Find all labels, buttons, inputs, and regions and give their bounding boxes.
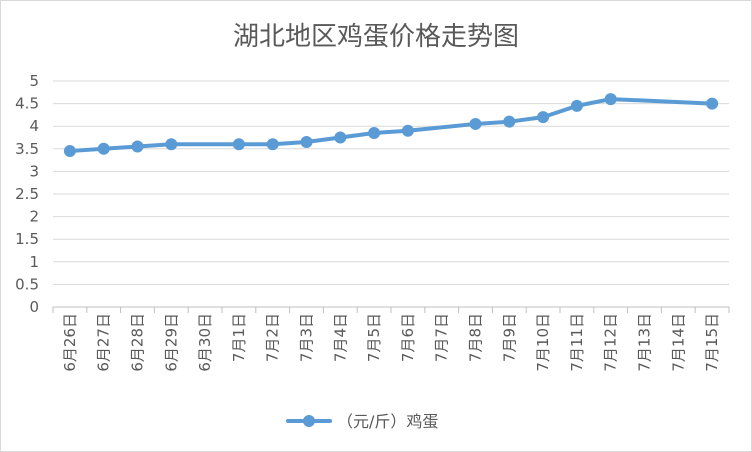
y-tick-label: 2.5 <box>15 185 39 203</box>
x-tick-label: 7月14日 <box>669 313 687 372</box>
x-tick-label: 7月2日 <box>264 313 282 362</box>
x-tick-label: 6月27日 <box>95 313 113 372</box>
x-tick-label: 7月10日 <box>534 313 552 372</box>
series-line <box>67 97 715 154</box>
y-tick-label: 0 <box>29 298 39 316</box>
data-point <box>131 140 144 153</box>
x-tick-label: 7月3日 <box>298 313 316 362</box>
legend-point-marker <box>303 415 315 427</box>
legend: （元/斤）鸡蛋 <box>286 412 438 431</box>
data-point <box>469 117 482 130</box>
x-tick-label: 7月5日 <box>365 313 383 362</box>
y-tick-label: 4.5 <box>15 95 39 113</box>
data-point <box>97 142 110 155</box>
x-tick-label: 7月6日 <box>399 313 417 362</box>
gridlines <box>53 80 729 285</box>
x-tick-label: 6月29日 <box>162 313 180 372</box>
data-point <box>334 131 347 144</box>
data-point <box>537 111 550 124</box>
y-tick-label: 1.5 <box>15 230 39 248</box>
x-tick-label: 7月1日 <box>230 313 248 362</box>
chart-title: 湖北地区鸡蛋价格走势图 <box>233 22 519 52</box>
x-tick-label: 7月9日 <box>500 313 518 362</box>
data-point <box>401 124 414 137</box>
x-tick-label: 6月30日 <box>196 313 214 372</box>
y-axis: 0 0.5 1 1.5 2 2.5 3 3.5 4 4.5 5 <box>15 72 39 316</box>
y-tick-label: 4 <box>29 117 39 135</box>
x-tick-label: 7月4日 <box>331 313 349 362</box>
x-tick-label: 7月12日 <box>602 313 620 372</box>
data-point <box>706 97 719 110</box>
y-tick-label: 0.5 <box>15 275 39 293</box>
y-tick-label: 3.5 <box>15 140 39 158</box>
x-tick-label: 7月15日 <box>703 313 721 372</box>
legend-label: （元/斤）鸡蛋 <box>337 412 438 431</box>
x-tick-label: 7月7日 <box>433 313 451 362</box>
y-tick-label: 5 <box>29 72 39 90</box>
x-tick-label: 6月28日 <box>129 313 147 372</box>
data-point <box>368 126 381 139</box>
x-axis: 6月26日 6月27日 6月28日 6月29日 6月30日 7月1日 7月2日 7月3日 7月4… <box>52 306 730 372</box>
data-point <box>503 115 516 128</box>
data-point <box>604 93 617 106</box>
x-tick-label: 7月13日 <box>636 313 654 372</box>
data-point <box>570 99 583 112</box>
data-point <box>63 145 76 158</box>
data-point <box>232 138 245 151</box>
x-tick-label: 7月8日 <box>467 313 485 362</box>
y-tick-label: 2 <box>29 208 39 226</box>
data-point <box>266 138 279 151</box>
series-layer <box>63 93 719 158</box>
y-tick-label: 1 <box>29 253 39 271</box>
y-tick-label: 3 <box>29 162 39 180</box>
data-point <box>300 136 313 149</box>
data-point <box>165 138 178 151</box>
x-tick-label: 7月11日 <box>568 313 586 372</box>
x-tick-label: 6月26日 <box>61 313 79 372</box>
